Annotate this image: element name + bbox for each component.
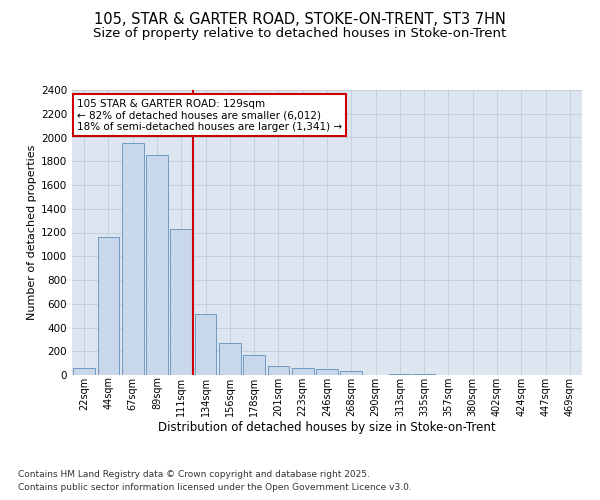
Text: 105 STAR & GARTER ROAD: 129sqm
← 82% of detached houses are smaller (6,012)
18% : 105 STAR & GARTER ROAD: 129sqm ← 82% of … (77, 98, 342, 132)
Bar (122, 144, 143, 375)
Bar (97, 238, 119, 375)
Bar (268, 366, 289, 375)
X-axis label: Distribution of detached houses by size in Stoke-on-Trent: Distribution of detached houses by size … (158, 422, 496, 434)
Text: 105, STAR & GARTER ROAD, STOKE-ON-TRENT, ST3 7HN: 105, STAR & GARTER ROAD, STOKE-ON-TRENT,… (94, 12, 506, 28)
Text: Contains public sector information licensed under the Open Government Licence v3: Contains public sector information licen… (18, 483, 412, 492)
Bar (219, 343, 241, 375)
Y-axis label: Number of detached properties: Number of detached properties (27, 145, 37, 320)
Bar (292, 368, 314, 375)
Bar (170, 229, 192, 375)
Bar (73, 368, 95, 375)
Bar (316, 369, 338, 375)
Bar (243, 355, 265, 375)
Bar (146, 156, 168, 375)
Bar (389, 374, 411, 375)
Bar (194, 314, 217, 375)
Bar (413, 374, 435, 375)
Text: Contains HM Land Registry data © Crown copyright and database right 2025.: Contains HM Land Registry data © Crown c… (18, 470, 370, 479)
Bar (340, 372, 362, 375)
Text: Size of property relative to detached houses in Stoke-on-Trent: Size of property relative to detached ho… (94, 28, 506, 40)
